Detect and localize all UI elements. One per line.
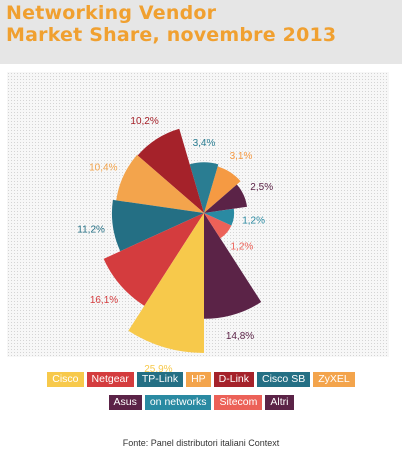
value-label-cisco: 25,9% bbox=[144, 364, 172, 375]
value-label-tp-link: 11,2% bbox=[77, 225, 105, 236]
value-label-sitecom: 1,2% bbox=[231, 241, 254, 252]
wedge-asus bbox=[204, 184, 248, 213]
legend-item-sitecom: Sitecom bbox=[214, 395, 263, 410]
legend-item-on-networks: on networks bbox=[144, 395, 212, 410]
legend-item-zyxel: ZyXEL bbox=[313, 372, 355, 387]
wedge-zyxel bbox=[204, 166, 241, 213]
wedge-altri bbox=[204, 213, 262, 319]
legend-item-tp-link: TP-Link bbox=[136, 372, 184, 387]
legend-item-cisco-sb: Cisco SB bbox=[257, 372, 311, 387]
chart-title-line-2: Market Share, novembre 2013 bbox=[6, 24, 337, 46]
legend-row-1: Cisco Netgear TP-Link HP D-Link Cisco SB ZyXEL bbox=[0, 372, 402, 387]
value-label-cisco-sb: 3,4% bbox=[193, 138, 216, 149]
legend-item-d-link: D-Link bbox=[213, 372, 255, 387]
legend-item-netgear: Netgear bbox=[86, 372, 134, 387]
wedge-cisco bbox=[128, 213, 204, 353]
title-band: Networking Vendor Market Share, novembre… bbox=[0, 0, 402, 64]
value-label-netgear: 16,1% bbox=[90, 295, 118, 306]
legend-item-cisco: Cisco bbox=[47, 372, 84, 387]
wedge-netgear bbox=[103, 213, 204, 306]
legend-item-altri: Altri bbox=[265, 395, 294, 410]
value-label-asus: 2,5% bbox=[250, 182, 273, 193]
chart-title-line-1: Networking Vendor bbox=[6, 2, 217, 24]
source-note: Fonte: Panel distributori italiani Conte… bbox=[122, 438, 280, 448]
legend-row-2: Asus on networks Sitecom Altri bbox=[0, 395, 402, 410]
wedge-hp bbox=[116, 154, 204, 213]
chart-title: Networking Vendor Market Share, novembre… bbox=[6, 2, 336, 46]
wedge-on-networks bbox=[204, 208, 235, 226]
value-label-zyxel: 3,1% bbox=[230, 151, 253, 162]
value-label-hp: 10,4% bbox=[89, 163, 117, 174]
wedge-d-link bbox=[137, 128, 204, 213]
wedge-cisco-sb bbox=[189, 162, 219, 213]
wedge-sitecom bbox=[204, 213, 232, 239]
value-label-altri: 14,8% bbox=[226, 331, 254, 342]
value-label-on-networks: 1,2% bbox=[242, 216, 265, 227]
legend-item-asus: Asus bbox=[108, 395, 142, 410]
wedge-tp-link bbox=[111, 199, 204, 252]
value-label-d-link: 10,2% bbox=[130, 116, 158, 127]
legend-item-hp: HP bbox=[186, 372, 211, 387]
